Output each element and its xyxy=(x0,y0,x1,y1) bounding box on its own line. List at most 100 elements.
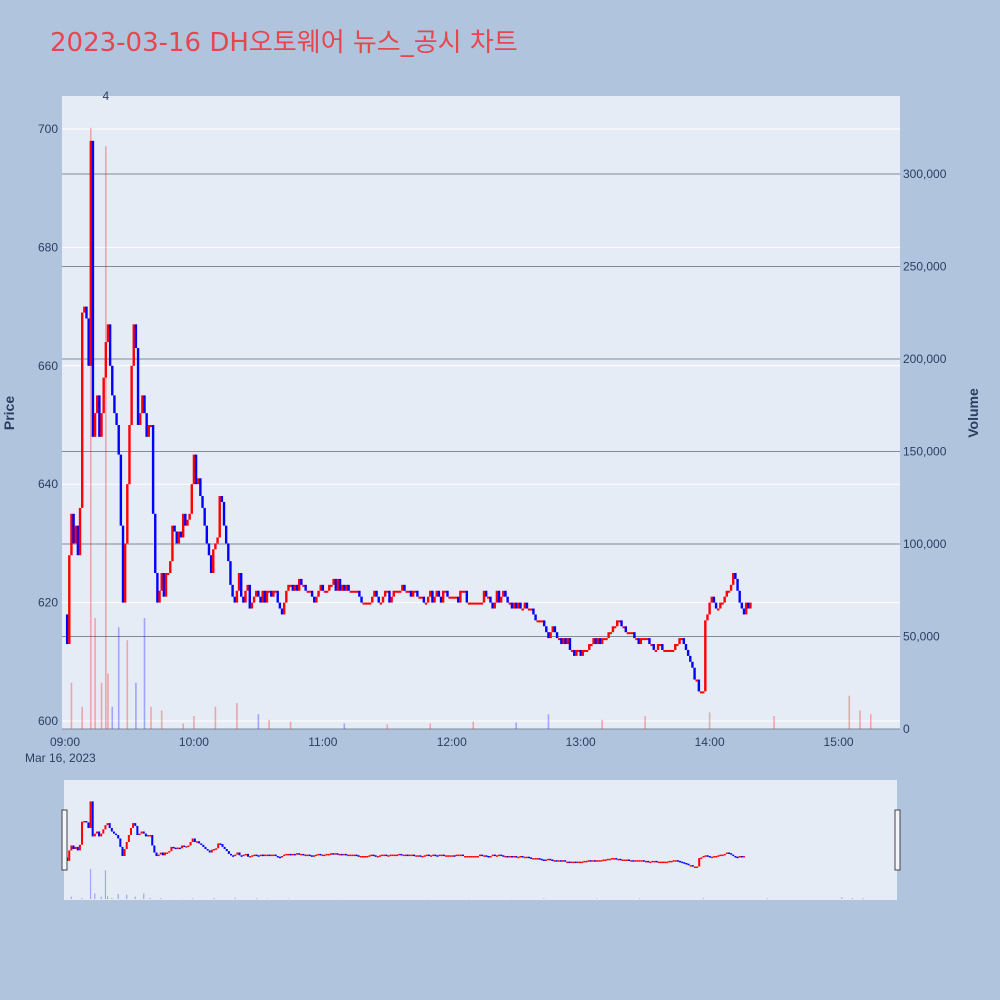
preview-volume-bar xyxy=(70,896,72,899)
preview-candle xyxy=(364,856,367,858)
price-candle xyxy=(714,602,718,609)
preview-candle xyxy=(344,853,347,856)
preview-candle xyxy=(447,855,450,857)
range-slider-left-handle[interactable] xyxy=(61,809,68,871)
preview-candle xyxy=(670,860,673,863)
preview-candle xyxy=(615,858,618,860)
price-candle xyxy=(719,602,722,609)
volume-bar xyxy=(429,723,432,729)
preview-candle xyxy=(625,859,628,861)
main-plot-area xyxy=(62,96,900,729)
preview-candle xyxy=(253,854,256,857)
price-candle xyxy=(113,395,116,414)
volume-bar xyxy=(236,703,238,729)
price-candle xyxy=(575,649,578,656)
price-candle xyxy=(592,638,595,645)
preview-candle xyxy=(161,852,164,856)
price-candle xyxy=(139,413,142,425)
price-candle xyxy=(409,590,413,597)
preview-candle xyxy=(455,854,458,857)
price-candle xyxy=(96,395,99,414)
preview-candle xyxy=(696,866,699,868)
preview-candle xyxy=(557,860,560,862)
price-candle xyxy=(622,626,625,629)
preview-candle xyxy=(400,853,403,856)
price-candle xyxy=(626,632,630,635)
preview-candle xyxy=(521,856,524,858)
preview-candle xyxy=(417,855,420,857)
preview-candle xyxy=(117,835,120,839)
preview-candle xyxy=(127,835,130,842)
time-tick-label: 10:00 xyxy=(179,735,209,749)
price-candle xyxy=(147,425,150,437)
price-candle xyxy=(70,513,73,556)
preview-candle xyxy=(98,831,101,837)
price-candle xyxy=(588,644,591,650)
preview-candle xyxy=(266,854,269,857)
preview-candle xyxy=(166,852,169,854)
preview-candle xyxy=(376,856,379,858)
volume-bar xyxy=(70,682,73,729)
preview-candle xyxy=(83,821,86,823)
preview-candle xyxy=(176,847,179,850)
preview-candle xyxy=(710,856,713,859)
preview-candle xyxy=(500,854,503,857)
price-candle xyxy=(233,596,236,603)
price-candle xyxy=(669,649,673,652)
price-candle xyxy=(383,590,387,597)
preview-candle xyxy=(568,861,571,864)
preview-candle xyxy=(270,854,273,857)
price-candle xyxy=(510,602,514,609)
preview-candle xyxy=(681,861,684,864)
preview-candle xyxy=(704,855,707,857)
price-candle xyxy=(177,531,181,544)
price-candle xyxy=(175,531,178,544)
preview-candle xyxy=(238,852,241,856)
preview-candle xyxy=(674,860,677,862)
preview-candle xyxy=(200,843,203,845)
price-candle xyxy=(618,620,621,623)
preview-candle xyxy=(181,845,184,849)
preview-candle xyxy=(74,846,77,849)
price-candle xyxy=(154,513,157,573)
preview-candle xyxy=(738,856,741,858)
price-candle xyxy=(686,649,690,656)
preview-candle xyxy=(142,831,145,834)
preview-candle xyxy=(183,845,186,847)
price-candle xyxy=(482,590,486,603)
preview-candle xyxy=(330,853,333,855)
preview-candle xyxy=(338,853,341,856)
price-candle xyxy=(201,496,204,508)
price-candle xyxy=(594,638,597,645)
volume-bar xyxy=(182,723,184,729)
preview-candle xyxy=(236,852,239,855)
price-candle xyxy=(656,644,660,650)
price-candle xyxy=(276,590,279,603)
preview-candle xyxy=(240,855,243,857)
price-candle xyxy=(259,596,262,603)
preview-candle xyxy=(283,854,286,857)
preview-candle xyxy=(281,856,284,858)
range-slider[interactable] xyxy=(64,780,897,900)
volume-gridlines xyxy=(62,173,900,730)
preview-candle xyxy=(608,858,611,861)
price-candle xyxy=(390,596,393,603)
price-candle xyxy=(179,531,183,538)
preview-candle xyxy=(340,853,343,856)
price-candle xyxy=(701,691,705,694)
volume-bar xyxy=(89,127,92,729)
preview-candle xyxy=(489,856,492,858)
preview-candle xyxy=(170,846,173,852)
price-candle xyxy=(648,638,651,645)
price-candle xyxy=(519,602,522,609)
volume-annotation-label: 4 xyxy=(102,89,109,103)
preview-candle xyxy=(664,861,667,864)
preview-candle xyxy=(174,847,177,850)
price-candle xyxy=(525,602,529,609)
price-candle xyxy=(134,324,138,349)
price-candle xyxy=(164,573,168,597)
range-slider-right-handle[interactable] xyxy=(894,809,901,871)
preview-candle xyxy=(325,853,328,856)
preview-candle xyxy=(244,853,247,856)
price-candles xyxy=(65,140,752,694)
